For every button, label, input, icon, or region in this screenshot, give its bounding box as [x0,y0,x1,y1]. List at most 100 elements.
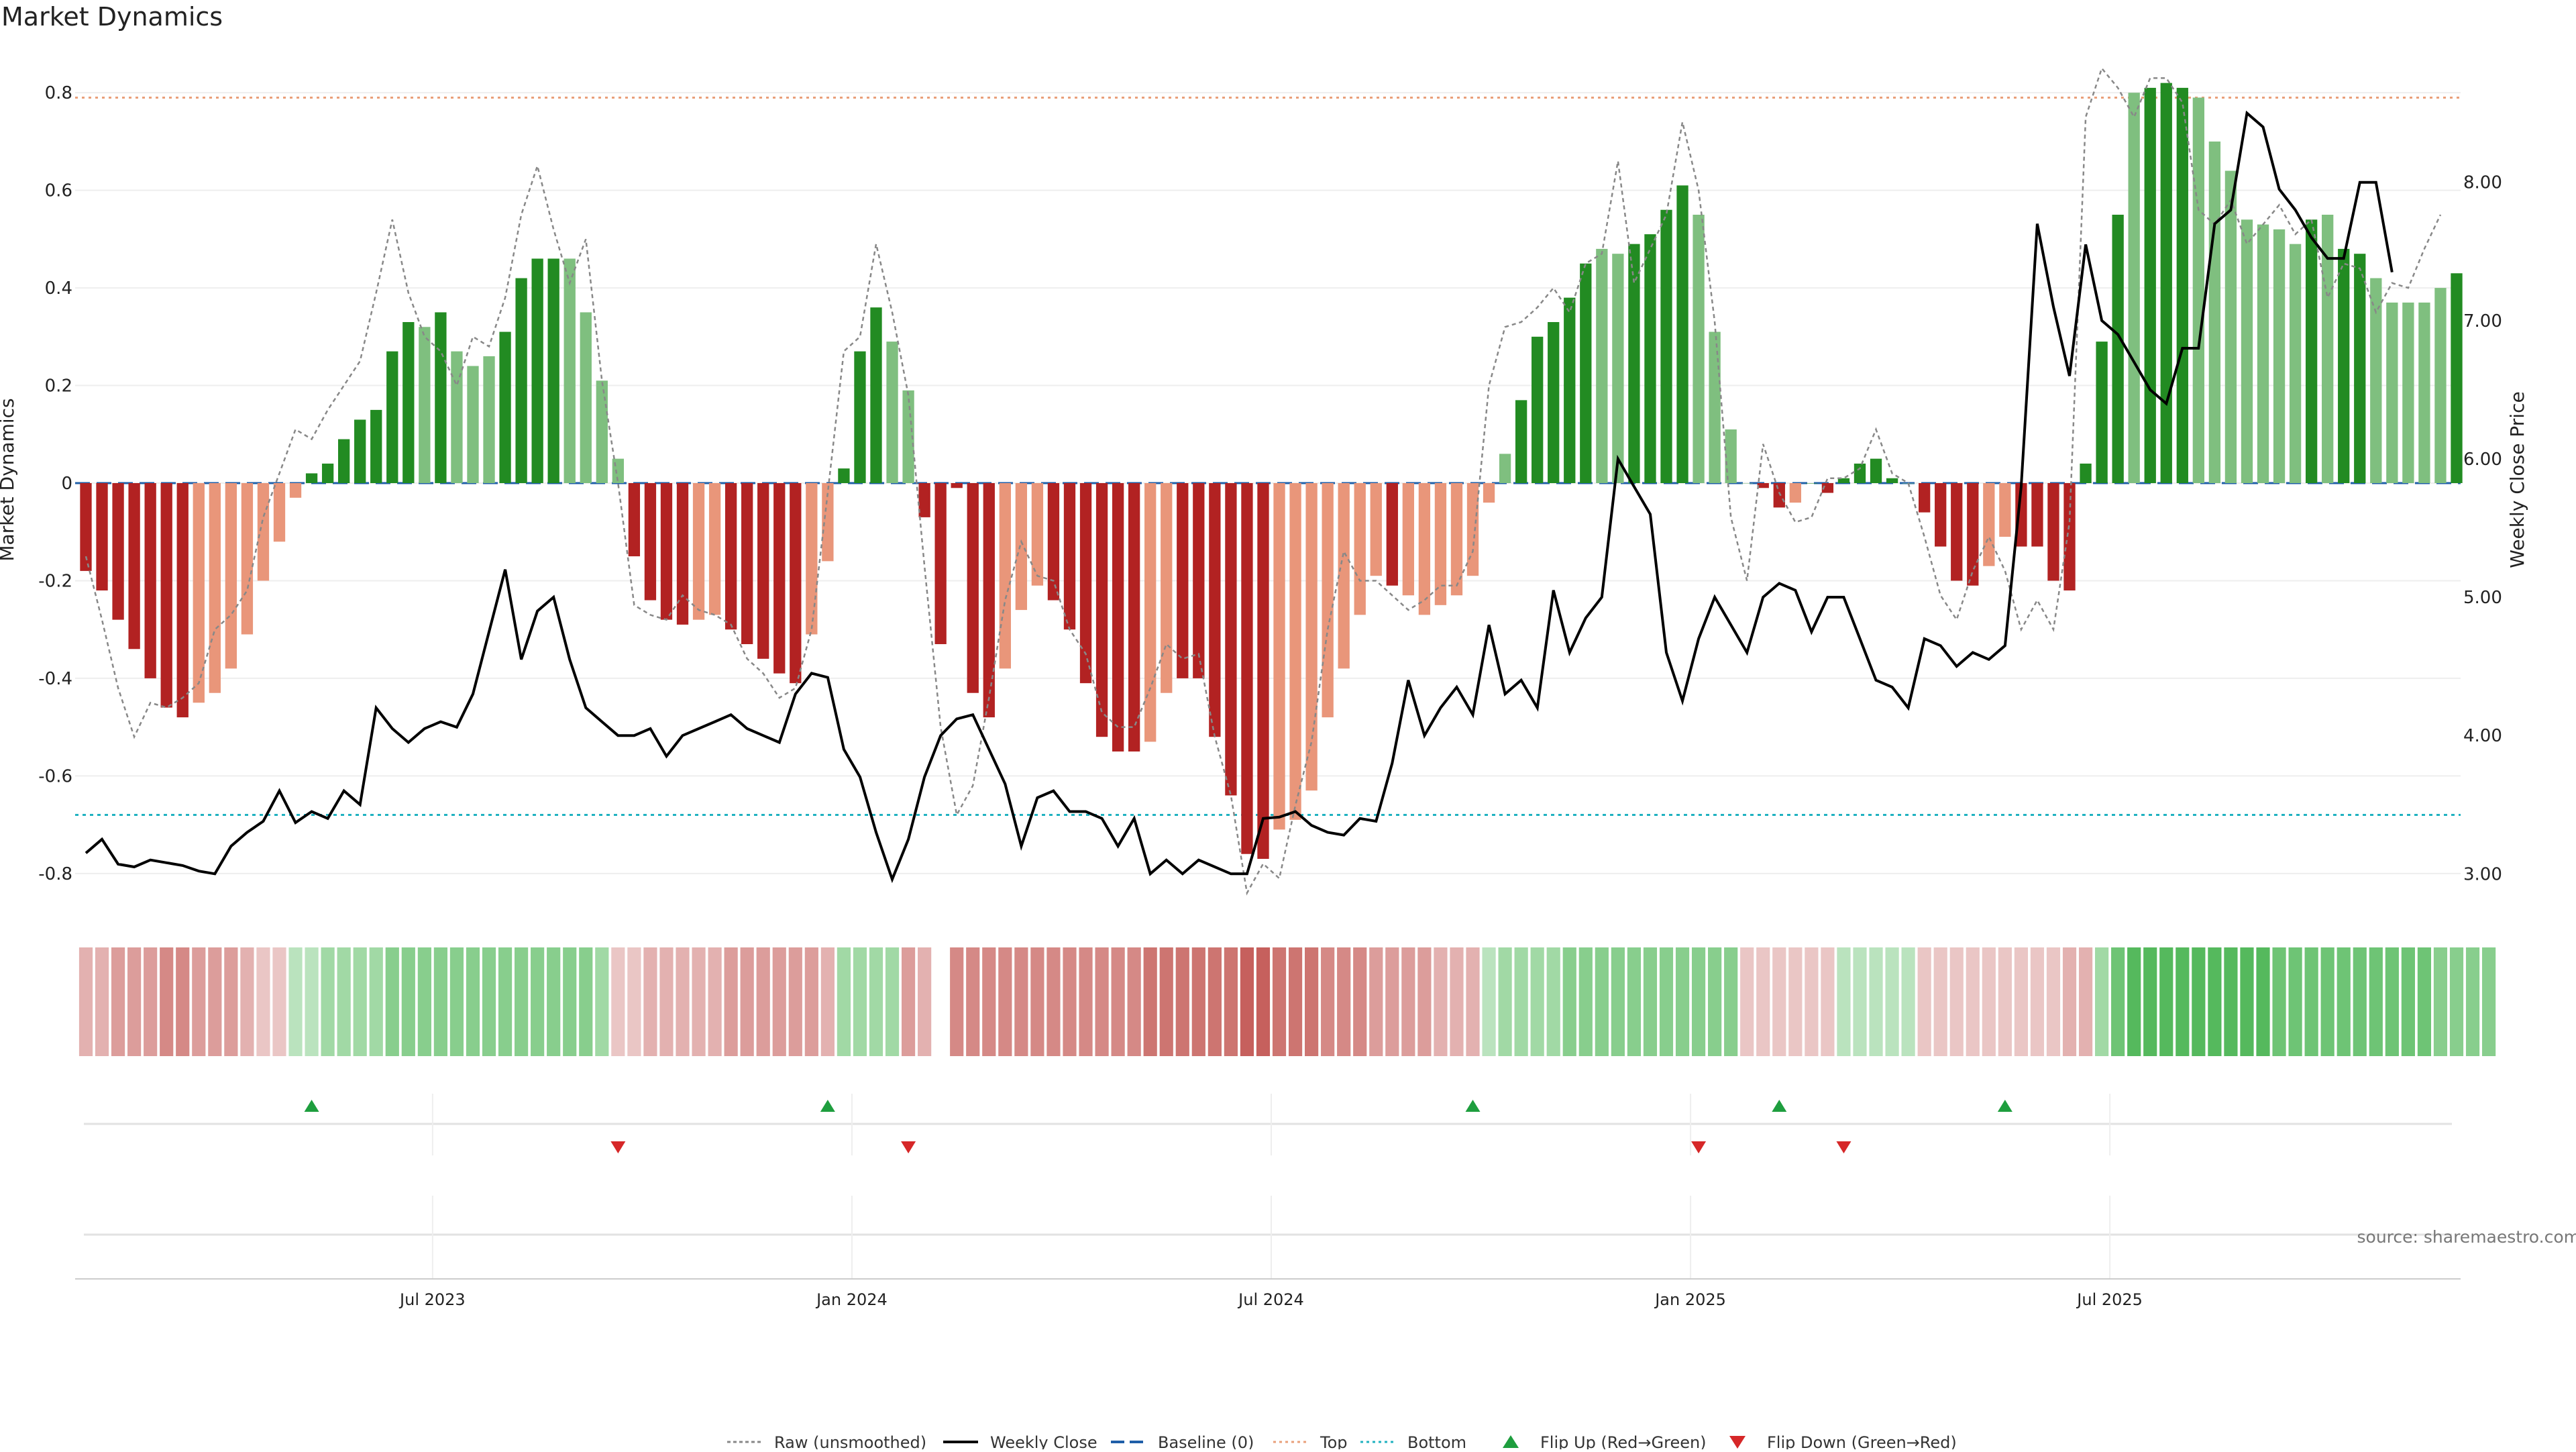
heatmap-cell [2111,947,2125,1056]
dynamics-bar [580,312,592,483]
heatmap-cell [1531,947,1544,1056]
dynamics-bar [806,483,817,634]
heatmap-cell [1256,947,1270,1056]
dynamics-bar [209,483,221,693]
heatmap-cell [2159,947,2173,1056]
heatmap-cell [370,947,383,1056]
dynamics-bar [935,483,947,644]
legend-label: Raw (unsmoothed) [774,1433,926,1449]
heatmap-cell [1595,947,1609,1056]
dynamics-bar [757,483,769,659]
dynamics-bar [96,483,107,590]
dynamics-bar [258,483,269,580]
heatmap-cell [466,947,480,1056]
heatmap-cell [2256,947,2269,1056]
heatmap-cell [2434,947,2447,1056]
dynamics-bar [2129,93,2140,483]
dynamics-bar [1951,483,1962,580]
dynamics-bar [1532,337,1543,483]
dynamics-bar [2273,229,2285,483]
dynamics-bar [1983,483,1994,566]
dynamics-bar [1548,322,1559,483]
dynamics-bar [1403,483,1414,595]
heatmap-cell [805,947,818,1056]
dynamics-bar [451,352,462,483]
y-tick-label: -0.8 [38,864,72,884]
dynamics-bar [1354,483,1366,615]
heatmap-cell [2095,947,2108,1056]
dynamics-bar [2418,303,2430,483]
dynamics-bar [1612,254,1623,483]
dynamics-bar [886,342,898,483]
dynamics-bar [2402,303,2414,483]
heatmap-cell [1369,947,1383,1056]
heatmap-cell [256,947,270,1056]
dynamics-bar [2112,215,2123,483]
dynamics-bar [2080,464,2091,483]
heatmap-cell [1128,947,1141,1056]
heatmap-cell [160,947,173,1056]
heatmap-cell [1821,947,1834,1056]
dynamics-bar [1048,483,1059,601]
dynamics-bar [1483,483,1495,503]
heatmap-cell [2288,947,2302,1056]
heatmap-cell [627,947,641,1056]
heatmap-cell [2143,947,2157,1056]
heatmap-cell [1014,947,1028,1056]
heatmap-cell [1144,947,1157,1056]
dynamics-bar [370,410,382,483]
dynamics-bar [1419,483,1430,615]
heatmap-cell [1385,947,1399,1056]
dynamics-bar [1774,483,1785,507]
dynamics-bar [2145,88,2156,483]
dynamics-bar [1806,483,1817,484]
heatmap-cell [1676,947,1689,1056]
x-tick-label: Jan 2024 [815,1290,888,1309]
heatmap-cell [692,947,705,1056]
heatmap-cell [902,947,915,1056]
dynamics-bar [2096,342,2107,483]
heatmap-cell [418,947,431,1056]
heatmap-cell [1934,947,1947,1056]
dynamics-bar [467,366,478,483]
dynamics-bar [1967,483,1978,586]
legend-label: Weekly Close [990,1433,1097,1449]
heatmap-cell [837,947,851,1056]
heatmap-cell [2353,947,2367,1056]
heatmap-cell [386,947,399,1056]
heatmap-cell [1273,947,1286,1056]
dynamics-bar [145,483,156,678]
heatmap-cell [966,947,979,1056]
x-tick-label: Jul 2023 [398,1290,466,1309]
heatmap-cell [1805,947,1818,1056]
dynamics-bar [402,322,414,483]
y-tick-label: 0.8 [45,83,72,103]
dynamics-bar [1886,478,1898,483]
heatmap-cell [354,947,367,1056]
dynamics-bar [1919,483,1930,513]
dynamics-bar [1371,483,1382,576]
heatmap-cell [1160,947,1173,1056]
heatmap-cell [1289,947,1302,1056]
heatmap-cell [1401,947,1415,1056]
dynamics-bar [951,483,963,488]
dynamics-bar [499,332,511,483]
heatmap-cell [1112,947,1125,1056]
dynamics-bar [854,352,865,483]
heatmap-cell [1417,947,1431,1056]
heatmap-cell [144,947,157,1056]
chart-title: Market Dynamics [1,2,223,32]
dynamics-bar [1112,483,1124,751]
heatmap-cell [1208,947,1222,1056]
heatmap-cell [531,947,544,1056]
heatmap-cell [1224,947,1238,1056]
dynamics-bar [2193,97,2204,483]
dynamics-bar [1177,483,1188,678]
heatmap-cell [482,947,496,1056]
heatmap-cell [1240,947,1254,1056]
dynamics-bar [161,483,172,708]
heatmap-cell [2337,947,2351,1056]
